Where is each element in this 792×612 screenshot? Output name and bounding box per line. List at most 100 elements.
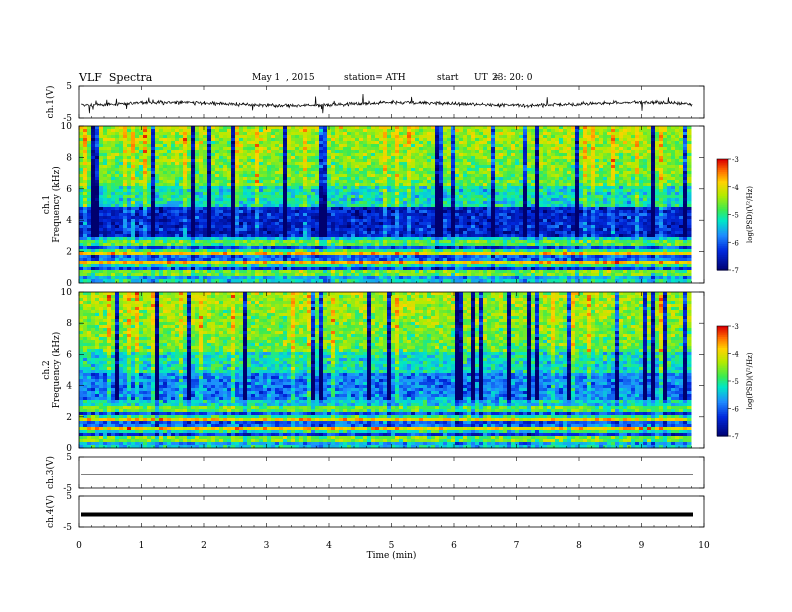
x-tick-label: 7 [514, 541, 520, 551]
y-axis-label: Frequency (kHz) [51, 332, 62, 409]
colorbar-cell [717, 399, 728, 402]
x-tick-label: 2 [201, 541, 207, 551]
colorbar-cell [717, 208, 728, 212]
colorbar-cell [717, 160, 728, 164]
y-tick-label: 5 [66, 492, 72, 502]
waveform-ch1 [80, 93, 693, 114]
start-ut-value: 23: 20: 0 [492, 73, 533, 83]
colorbar-cell [717, 268, 728, 271]
colorbar-cell [717, 177, 728, 180]
colorbar-cell [717, 384, 728, 388]
colorbar-cell [717, 164, 728, 167]
colorbar-cell [717, 173, 728, 177]
colorbar-cell [717, 236, 728, 240]
colorbar-cell [717, 425, 728, 428]
y-tick-label: 5 [66, 453, 72, 463]
colorbar-cell [717, 360, 728, 364]
colorbar-cell [717, 234, 728, 238]
colorbar-cell [717, 183, 728, 186]
colorbar-cell [717, 359, 728, 362]
colorbar-cell [717, 201, 728, 204]
colorbar-cell [717, 197, 728, 201]
colorbar-cell [717, 251, 728, 254]
colorbar-cell [717, 229, 728, 232]
colorbar-tick-label: -4 [732, 184, 739, 192]
colorbar-cell [717, 218, 728, 221]
colorbar-cell [717, 196, 728, 199]
colorbar-cell [717, 210, 728, 214]
colorbar-tick-label: -6 [732, 239, 739, 247]
colorbar-cell [717, 186, 728, 190]
colorbar-cell [717, 335, 728, 338]
colorbar-cell [717, 257, 728, 260]
colorbar-cell [717, 357, 728, 360]
y-tick-label: 4 [66, 382, 72, 392]
colorbar-cell [717, 203, 728, 206]
x-axis-label: Time (min) [367, 550, 417, 561]
colorbar-cell [717, 184, 728, 188]
colorbar-cell [717, 355, 728, 358]
colorbar-tick-label: -3 [732, 156, 739, 164]
colorbar-cell [717, 414, 728, 417]
y-tick-label: 6 [66, 185, 72, 195]
y-axis-label: ch.2 [42, 360, 52, 379]
colorbar-cell [717, 366, 728, 369]
colorbar-cell [717, 159, 728, 162]
colorbar-cell [717, 403, 728, 406]
y-tick-label: 8 [66, 153, 72, 163]
panel-frame [78, 456, 705, 489]
x-tick-label: 8 [576, 541, 582, 551]
colorbar-cell [717, 329, 728, 333]
colorbar-cell [717, 432, 728, 435]
colorbar-cell [717, 333, 728, 336]
y-tick-label: -5 [63, 114, 72, 124]
colorbar-cell [717, 342, 728, 345]
colorbar-cell [717, 417, 728, 421]
colorbar-cell [717, 392, 728, 395]
colorbar-cell [717, 255, 728, 258]
colorbar-cell [717, 231, 728, 234]
colorbar-cell [717, 216, 728, 219]
colorbar-cell [717, 264, 728, 267]
y-tick-label: 8 [66, 319, 72, 329]
colorbar-cell [717, 253, 728, 256]
colorbar-cell [717, 419, 728, 422]
colorbar-cell [717, 340, 728, 344]
colorbar-cell [717, 348, 728, 351]
colorbar-cell [717, 408, 728, 411]
colorbar-cell [717, 166, 728, 169]
colorbar-cell [717, 393, 728, 397]
colorbar-cell [717, 258, 728, 262]
colorbar-cell [717, 368, 728, 371]
colorbar-cell [717, 171, 728, 175]
colorbar-cell [717, 199, 728, 203]
colorbar-cell [717, 346, 728, 349]
y-tick-label: 2 [66, 248, 72, 258]
colorbar-cell [717, 362, 728, 366]
colorbar-cell [717, 421, 728, 424]
y-tick-label: 0 [66, 279, 72, 289]
colorbar-cell [717, 233, 728, 236]
colorbar-cell [717, 245, 728, 249]
colorbar-cell [717, 375, 728, 378]
y-axis-label: ch.3(V) [45, 456, 56, 489]
ut-label: UT = [474, 73, 501, 83]
colorbar-cell [717, 434, 728, 437]
colorbar-cell [717, 168, 728, 171]
colorbar-cell [717, 190, 728, 193]
colorbar-cell [717, 247, 728, 251]
y-axis-label: ch.1 [42, 195, 52, 214]
colorbar-cell [717, 221, 728, 225]
colorbar-tick-label: -3 [732, 323, 739, 331]
colorbar-cell [717, 344, 728, 347]
colorbar-cell [717, 175, 728, 179]
colorbar-cell [717, 395, 728, 399]
colorbar-cell [717, 404, 728, 408]
colorbar-cell [717, 242, 728, 245]
y-tick-label: 0 [66, 444, 72, 454]
x-tick-label: 6 [451, 541, 457, 551]
colorbar-cell [717, 194, 728, 197]
y-tick-label: 10 [61, 288, 73, 298]
colorbar-cell [717, 397, 728, 400]
colorbar-cell [717, 430, 728, 433]
